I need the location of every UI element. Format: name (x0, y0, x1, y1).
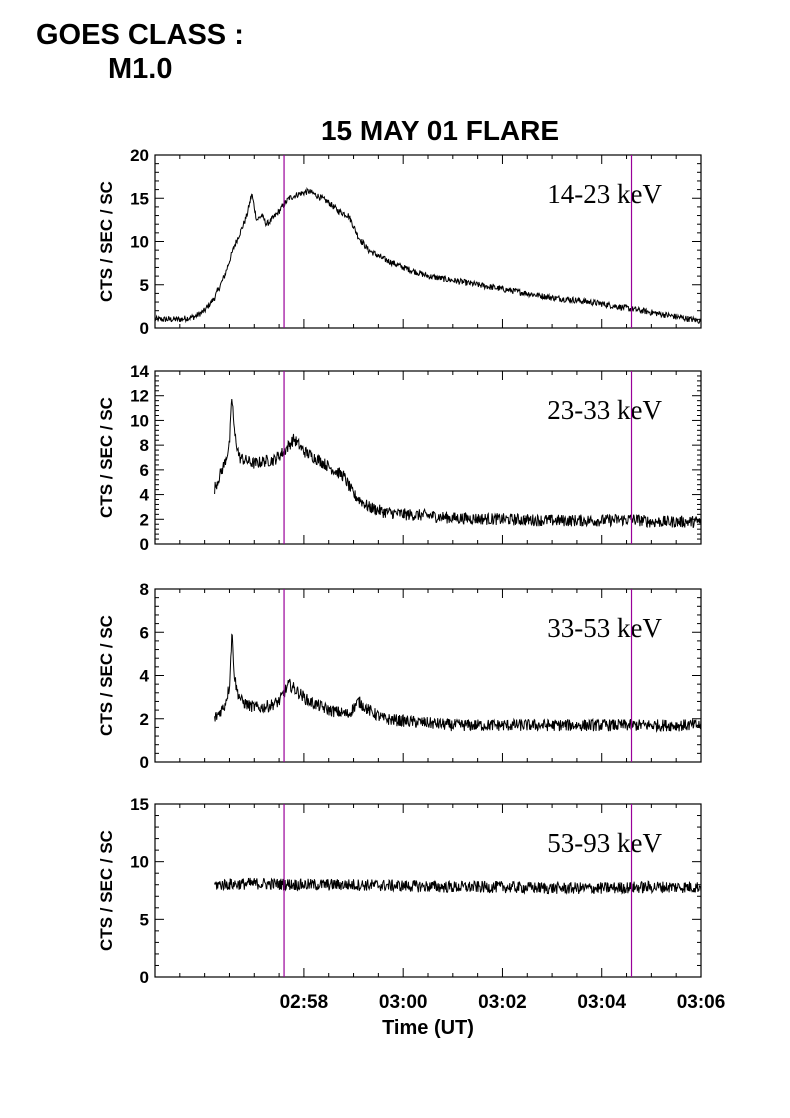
y-tick-label: 14 (130, 362, 149, 381)
y-tick-label: 5 (140, 276, 149, 295)
y-tick-label: 6 (140, 623, 149, 642)
y-tick-label: 12 (130, 387, 149, 406)
x-tick-label: 03:06 (677, 992, 726, 1013)
goes-class-label: GOES CLASS : (36, 19, 244, 51)
chart-title: 15 MAY 01 FLARE (321, 115, 559, 146)
y-tick-label: 15 (130, 189, 149, 208)
y-tick-label: 10 (130, 233, 149, 252)
y-tick-label: 10 (130, 853, 149, 872)
panel-3: 0 2 4 6 8 CTS / SEC / SC 33-53 keV (97, 580, 702, 772)
energy-band-label: 33-53 keV (547, 613, 662, 643)
y-tick-label: 20 (130, 146, 149, 165)
y-tick-label: 6 (140, 461, 149, 480)
y-tick-label: 2 (140, 510, 149, 529)
y-axis-label: CTS / SEC / SC (97, 397, 116, 518)
count-rate-series (214, 633, 702, 733)
x-tick-label: 03:04 (577, 992, 626, 1013)
y-tick-label: 2 (140, 710, 149, 729)
y-tick-label: 0 (140, 968, 149, 987)
y-tick-label: 10 (130, 411, 149, 430)
y-tick-label: 8 (140, 436, 149, 455)
y-axis-label: CTS / SEC / SC (97, 830, 116, 951)
y-tick-label: 0 (140, 535, 149, 554)
panel-2: 0 2 4 6 8 10 12 14 CTS / SEC / SC 23-33 keV (97, 362, 702, 554)
energy-band-label: 23-33 keV (547, 395, 662, 425)
y-axis-label: CTS / SEC / SC (97, 615, 116, 736)
y-tick-label: 15 (130, 795, 149, 814)
goes-class-header: GOES CLASS : M1.0 (36, 18, 244, 86)
energy-band-label: 14-23 keV (547, 179, 662, 209)
x-tick-label: 03:02 (478, 992, 527, 1013)
x-axis: 02:58 03:00 03:02 03:04 03:06 (280, 992, 726, 1013)
y-tick-label: 0 (140, 753, 149, 772)
y-tick-label: 0 (140, 319, 149, 338)
count-rate-series (214, 399, 702, 528)
x-tick-label: 02:58 (280, 992, 329, 1013)
x-tick-label: 03:00 (379, 992, 428, 1013)
x-axis-label: Time (UT) (382, 1017, 474, 1039)
energy-band-label: 53-93 keV (547, 828, 662, 858)
panel-1: 0 5 10 15 20 CTS / SEC / SC 14-23 keV (97, 146, 702, 338)
y-tick-label: 4 (140, 486, 150, 505)
count-rate-series (154, 186, 702, 324)
panel-4: 0 5 10 15 CTS / SEC / SC 53-93 keV (97, 795, 702, 987)
count-rate-series (214, 877, 702, 895)
goes-class-value: M1.0 (108, 53, 173, 85)
y-tick-label: 8 (140, 580, 149, 599)
y-axis-label: CTS / SEC / SC (97, 181, 116, 302)
y-tick-label: 4 (140, 667, 150, 686)
y-tick-label: 5 (140, 910, 149, 929)
